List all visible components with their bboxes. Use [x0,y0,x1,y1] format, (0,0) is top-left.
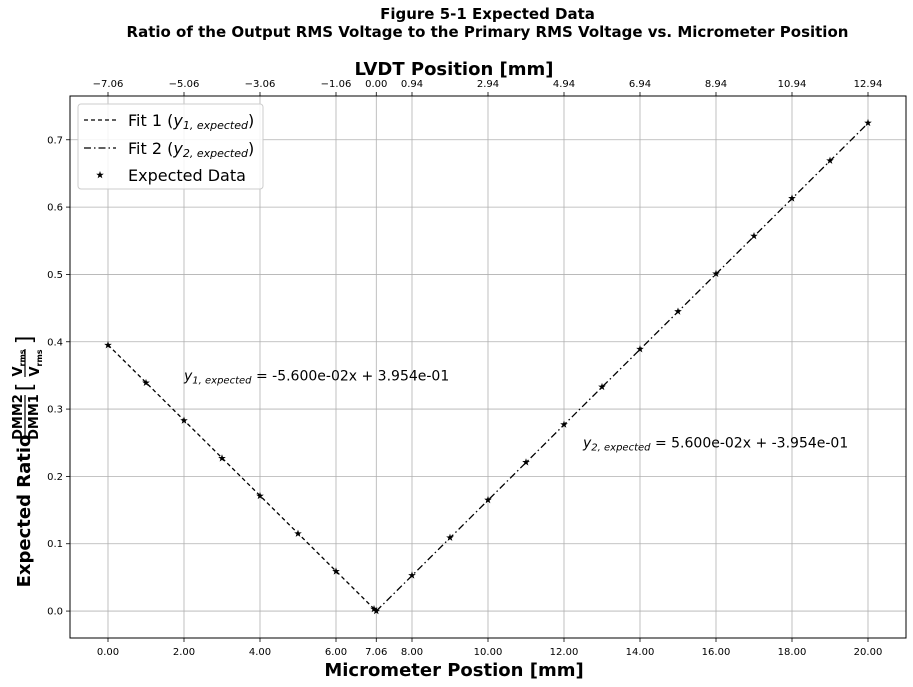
top-tick-label: 0.00 [365,79,387,90]
data-point-star [712,269,720,277]
chart-title-line1: Figure 5-1 Expected Data [380,5,595,23]
fit-equation-1-symbol: y [183,368,193,384]
y-tick-label: 0.3 [47,405,63,416]
y-axis-frac-numerator: DMM2 [11,394,26,440]
top-tick-label: 8.94 [705,79,727,90]
fit-equation-1-text: = -5.600e-02x + 3.954e-01 [252,368,450,384]
legend-star-marker [96,171,104,179]
data-point-star [294,529,302,537]
y-tick-label: 0.4 [47,337,63,348]
data-point-star [598,382,606,391]
series-layer [104,118,872,615]
y-axis-unit-denominator-sub: rms [35,349,44,366]
legend-entry-2-symbol: y [172,139,183,158]
x-tick-label: 7.06 [365,647,387,658]
y-axis-frac-denominator: DMM1 [27,394,42,440]
data-point-star [142,378,150,387]
legend-entry-3-text: Expected Data [128,166,246,185]
data-point-star [826,156,834,164]
chart-title-line2: Ratio of the Output RMS Voltage to the P… [126,23,849,41]
legend-box [77,103,264,190]
top-tick-label: −1.06 [321,79,352,90]
x-tick-label: 14.00 [626,647,655,658]
x-tick-label: 16.00 [702,647,731,658]
legend-entry-2-subscript: 2, expected [183,147,249,160]
top-tick-label: −3.06 [245,79,276,90]
fit-equation-1-subscript: 1, expected [192,375,252,386]
data-point-star [256,491,264,500]
y-tick-label: 0.2 [47,472,63,483]
data-point-star [218,454,226,462]
y-axis-bracket-open: [ [13,383,38,392]
data-point-star [750,232,758,240]
x-tick-label: 4.00 [249,647,271,658]
y-tick-label: 0.6 [47,203,63,214]
data-point-star [332,567,340,575]
grid [70,96,906,638]
top-tick-label: 0.94 [401,79,423,90]
y-tick-label: 0.0 [47,607,63,618]
x-tick-label: 20.00 [854,647,883,658]
top-axis-label: LVDT Position [mm] [354,59,553,80]
top-tick-label: 10.94 [778,79,807,90]
legend-entry-1-symbol: y [172,111,183,130]
data-point-star [636,345,644,353]
x-tick-label: 12.00 [550,647,579,658]
chart-title: Figure 5-1 Expected Data Ratio of the Ou… [0,5,913,41]
y-axis-unit-numerator-sub: rms [18,349,27,366]
y-axis-label-prefix: Expected Ratio [14,435,35,588]
x-tick-label: 0.00 [97,647,119,658]
fit-equation-2-symbol: y [582,436,592,452]
top-tick-label: −5.06 [169,79,200,90]
x-tick-label: 2.00 [173,647,195,658]
data-point-star [104,341,112,349]
top-tick-label: 2.94 [477,79,499,90]
x-tick-label: 8.00 [401,647,423,658]
y-axis-bracket-close: ] [13,336,38,345]
x-tick-label: 10.00 [474,647,503,658]
legend-entry-2-close: ) [248,139,254,158]
fit-equation-2-text: = 5.600e-02x + -3.954e-01 [651,436,849,452]
data-point-star [560,420,568,428]
y-axis-unit-denominator: Vrms [28,349,44,376]
y-tick-label: 0.1 [47,539,63,550]
legend-entry-1-text: Fit 1 ( [128,111,173,130]
legend-entry-1-close: ) [248,111,254,130]
legend-entry-1-subscript: 1, expected [183,119,249,132]
data-point-star [180,416,188,424]
top-tick-label: 6.94 [629,79,651,90]
fit-equation-2: y2, expected = 5.600e-02x + -3.954e-01 [582,436,848,454]
top-tick-label: 4.94 [553,79,575,90]
y-tick-label: 0.5 [47,270,63,281]
legend: Fit 1 (y1, expected)Fit 2 (y2, expected)… [77,103,264,190]
data-point-star [788,194,796,202]
annotations: y1, expected = -5.600e-02x + 3.954e-01y2… [183,368,848,453]
plot-frame [69,95,907,639]
data-point-star [372,607,381,615]
legend-entry-1: Fit 1 (y1, expected) [128,111,254,132]
data-point-star [864,118,872,127]
data-point-star [522,458,530,466]
fit-equation-1: y1, expected = -5.600e-02x + 3.954e-01 [183,368,449,386]
y-tick-label: 0.7 [47,135,63,146]
x-axis-label: Micrometer Postion [mm] [324,660,583,681]
fit-equation-2-subscript: 2, expected [591,443,651,454]
x-tick-label: 18.00 [778,647,807,658]
legend-entry-2-text: Fit 2 ( [128,139,173,158]
legend-entry-2: Fit 2 (y2, expected) [128,139,254,160]
data-point-star [446,533,454,541]
top-tick-label: 12.94 [854,79,883,90]
data-point-star [370,605,378,613]
data-point-star [674,307,682,315]
legend-entry-3: Expected Data [128,166,246,185]
x-tick-label: 6.00 [325,647,347,658]
axes: 0.00 2.00 4.00 6.00 7.06 8.00 10.00 12.00 14.00 1… [11,59,907,681]
data-point-star [408,571,416,579]
data-point-star [484,495,492,504]
top-tick-label: −7.06 [93,79,124,90]
